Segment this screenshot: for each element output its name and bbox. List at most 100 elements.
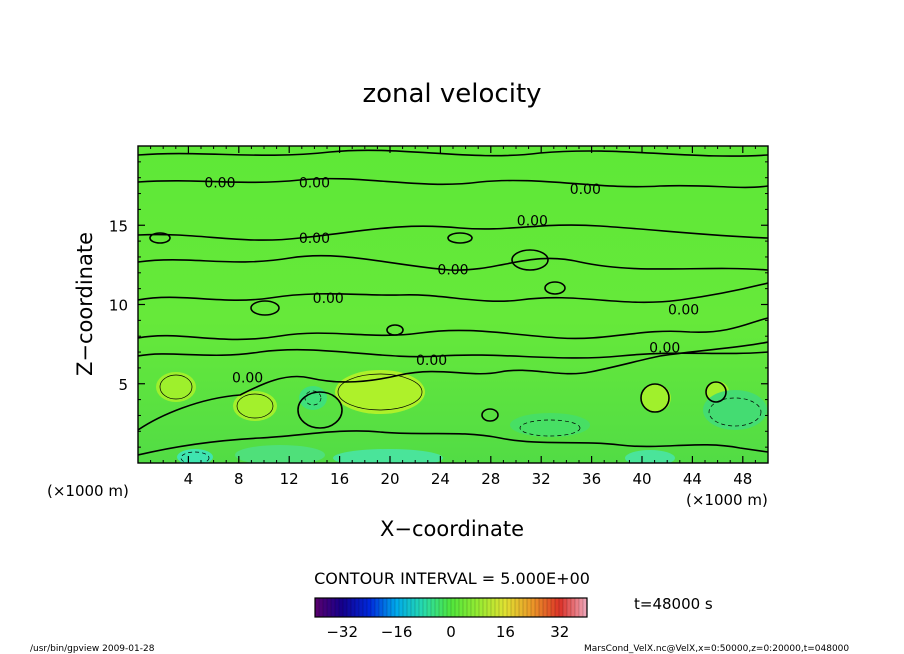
colorbar-cell: [519, 598, 524, 617]
colorbar-cell: [383, 598, 388, 617]
contour-label: 0.00: [299, 175, 330, 191]
contour-label: 0.00: [232, 370, 263, 386]
colorbar-cell: [347, 598, 352, 617]
colorbar-cell: [367, 598, 372, 617]
footer-right: MarsCond_VelX.nc@VelX,x=0:50000,z=0:2000…: [584, 644, 849, 654]
y-tick-label: 10: [109, 297, 128, 315]
colorbar-cell: [323, 598, 328, 617]
colorbar-cell: [483, 598, 488, 617]
colorbar-cell: [543, 598, 548, 617]
colorbar-cell: [359, 598, 364, 617]
colorbar-cell: [579, 598, 584, 617]
colorbar-cell: [423, 598, 428, 617]
x-tick-label: 4: [184, 470, 194, 488]
colorbar-cell: [315, 598, 320, 617]
time-label: t=48000 s: [634, 595, 713, 613]
colorbar-cell: [319, 598, 324, 617]
colorbar-cell: [443, 598, 448, 617]
colorbar-cell: [463, 598, 468, 617]
contour-label: 0.00: [437, 263, 468, 279]
x-tick-label: 48: [733, 470, 752, 488]
colorbar-cell: [339, 598, 344, 617]
colorbar-cell: [439, 598, 444, 617]
contour-lines: [138, 149, 768, 456]
x-axis-label: X−coordinate: [380, 517, 524, 541]
colorbar-cell: [343, 598, 348, 617]
colorbar-cell: [363, 598, 368, 617]
x-unit-left: (×1000 m): [47, 482, 129, 500]
colorbar-cell: [491, 598, 496, 617]
x-unit-right: (×1000 m): [686, 491, 768, 509]
colorbar-cell: [555, 598, 560, 617]
colorbar-cell: [399, 598, 404, 617]
colorbar-cell: [511, 598, 516, 617]
colorbar-cell: [355, 598, 360, 617]
colorbar-cell: [571, 598, 576, 617]
colorbar-cell: [447, 598, 452, 617]
contour-label: 0.00: [517, 213, 548, 229]
colorbar-cell: [455, 598, 460, 617]
colorbar-cell: [331, 598, 336, 617]
colorbar-cell: [487, 598, 492, 617]
colorbar-cell: [527, 598, 532, 617]
x-tick-label: 40: [632, 470, 651, 488]
colorbar-cell: [515, 598, 520, 617]
footer-left: /usr/bin/gpview 2009-01-28: [30, 644, 155, 654]
y-tick-label: 15: [109, 217, 128, 235]
y-axis: 5 10 15: [109, 161, 768, 448]
x-tick-label: 44: [683, 470, 702, 488]
colorbar-tick-label: 16: [496, 623, 515, 641]
colorbar-cell: [379, 598, 384, 617]
colorbar-tick-label: 0: [446, 623, 456, 641]
colorbar-cell: [479, 598, 484, 617]
colorbar-cell: [375, 598, 380, 617]
colorbar-cell: [575, 598, 580, 617]
colorbar-cell: [507, 598, 512, 617]
colorbar-tick-label: 32: [550, 623, 569, 641]
colorbar-cell: [567, 598, 572, 617]
colorbar-cell: [559, 598, 564, 617]
x-tick-label: 8: [234, 470, 244, 488]
colorbar-cell: [563, 598, 568, 617]
colorbar-cell: [531, 598, 536, 617]
contour-lines-thin: [159, 373, 762, 463]
colorbar-cell: [523, 598, 528, 617]
colorbar-cell: [407, 598, 412, 617]
field-shading: [156, 370, 767, 463]
colorbar-cell: [547, 598, 552, 617]
x-axis: 4 8 12 16 20 24 28 32 36 40 44 48: [150, 146, 756, 488]
chart-title: zonal velocity: [362, 79, 541, 109]
x-tick-label: 28: [481, 470, 500, 488]
colorbar-cell: [427, 598, 432, 617]
colorbar-tick-label: −32: [326, 623, 358, 641]
colorbar-frame: [314, 597, 588, 618]
colorbar-cell: [415, 598, 420, 617]
colorbar-cell: [395, 598, 400, 617]
colorbar-cell: [403, 598, 408, 617]
colorbar-cell: [387, 598, 392, 617]
colorbar-cell: [351, 598, 356, 617]
x-tick-label: 16: [330, 470, 349, 488]
colorbar-cell: [471, 598, 476, 617]
colorbar-cell: [551, 598, 556, 617]
contour-label: 0.00: [649, 340, 680, 356]
y-tick-label: 5: [118, 376, 128, 394]
colorbar-tick-label: −16: [381, 623, 413, 641]
colorbar-cell: [459, 598, 464, 617]
x-tick-label: 32: [532, 470, 551, 488]
colorbar-cell: [475, 598, 480, 617]
colorbar-cell: [535, 598, 540, 617]
contour-label: 0.00: [416, 353, 447, 369]
colorbar-cell: [539, 598, 544, 617]
y-axis-label: Z−coordinate: [73, 232, 97, 376]
contour-label: 0.00: [313, 291, 344, 307]
contour-labels: 0.00 0.00 0.00 0.00 0.00 0.00 0.00 0.00 0.00 0.00…: [204, 175, 699, 386]
colorbar-cell: [495, 598, 500, 617]
colorbar-cell: [499, 598, 504, 617]
colorbar-cell: [335, 598, 340, 617]
contour-label: 0.00: [668, 302, 699, 318]
colorbar-cell: [467, 598, 472, 617]
contour-label: 0.00: [570, 182, 601, 198]
colorbar-cell: [391, 598, 396, 617]
